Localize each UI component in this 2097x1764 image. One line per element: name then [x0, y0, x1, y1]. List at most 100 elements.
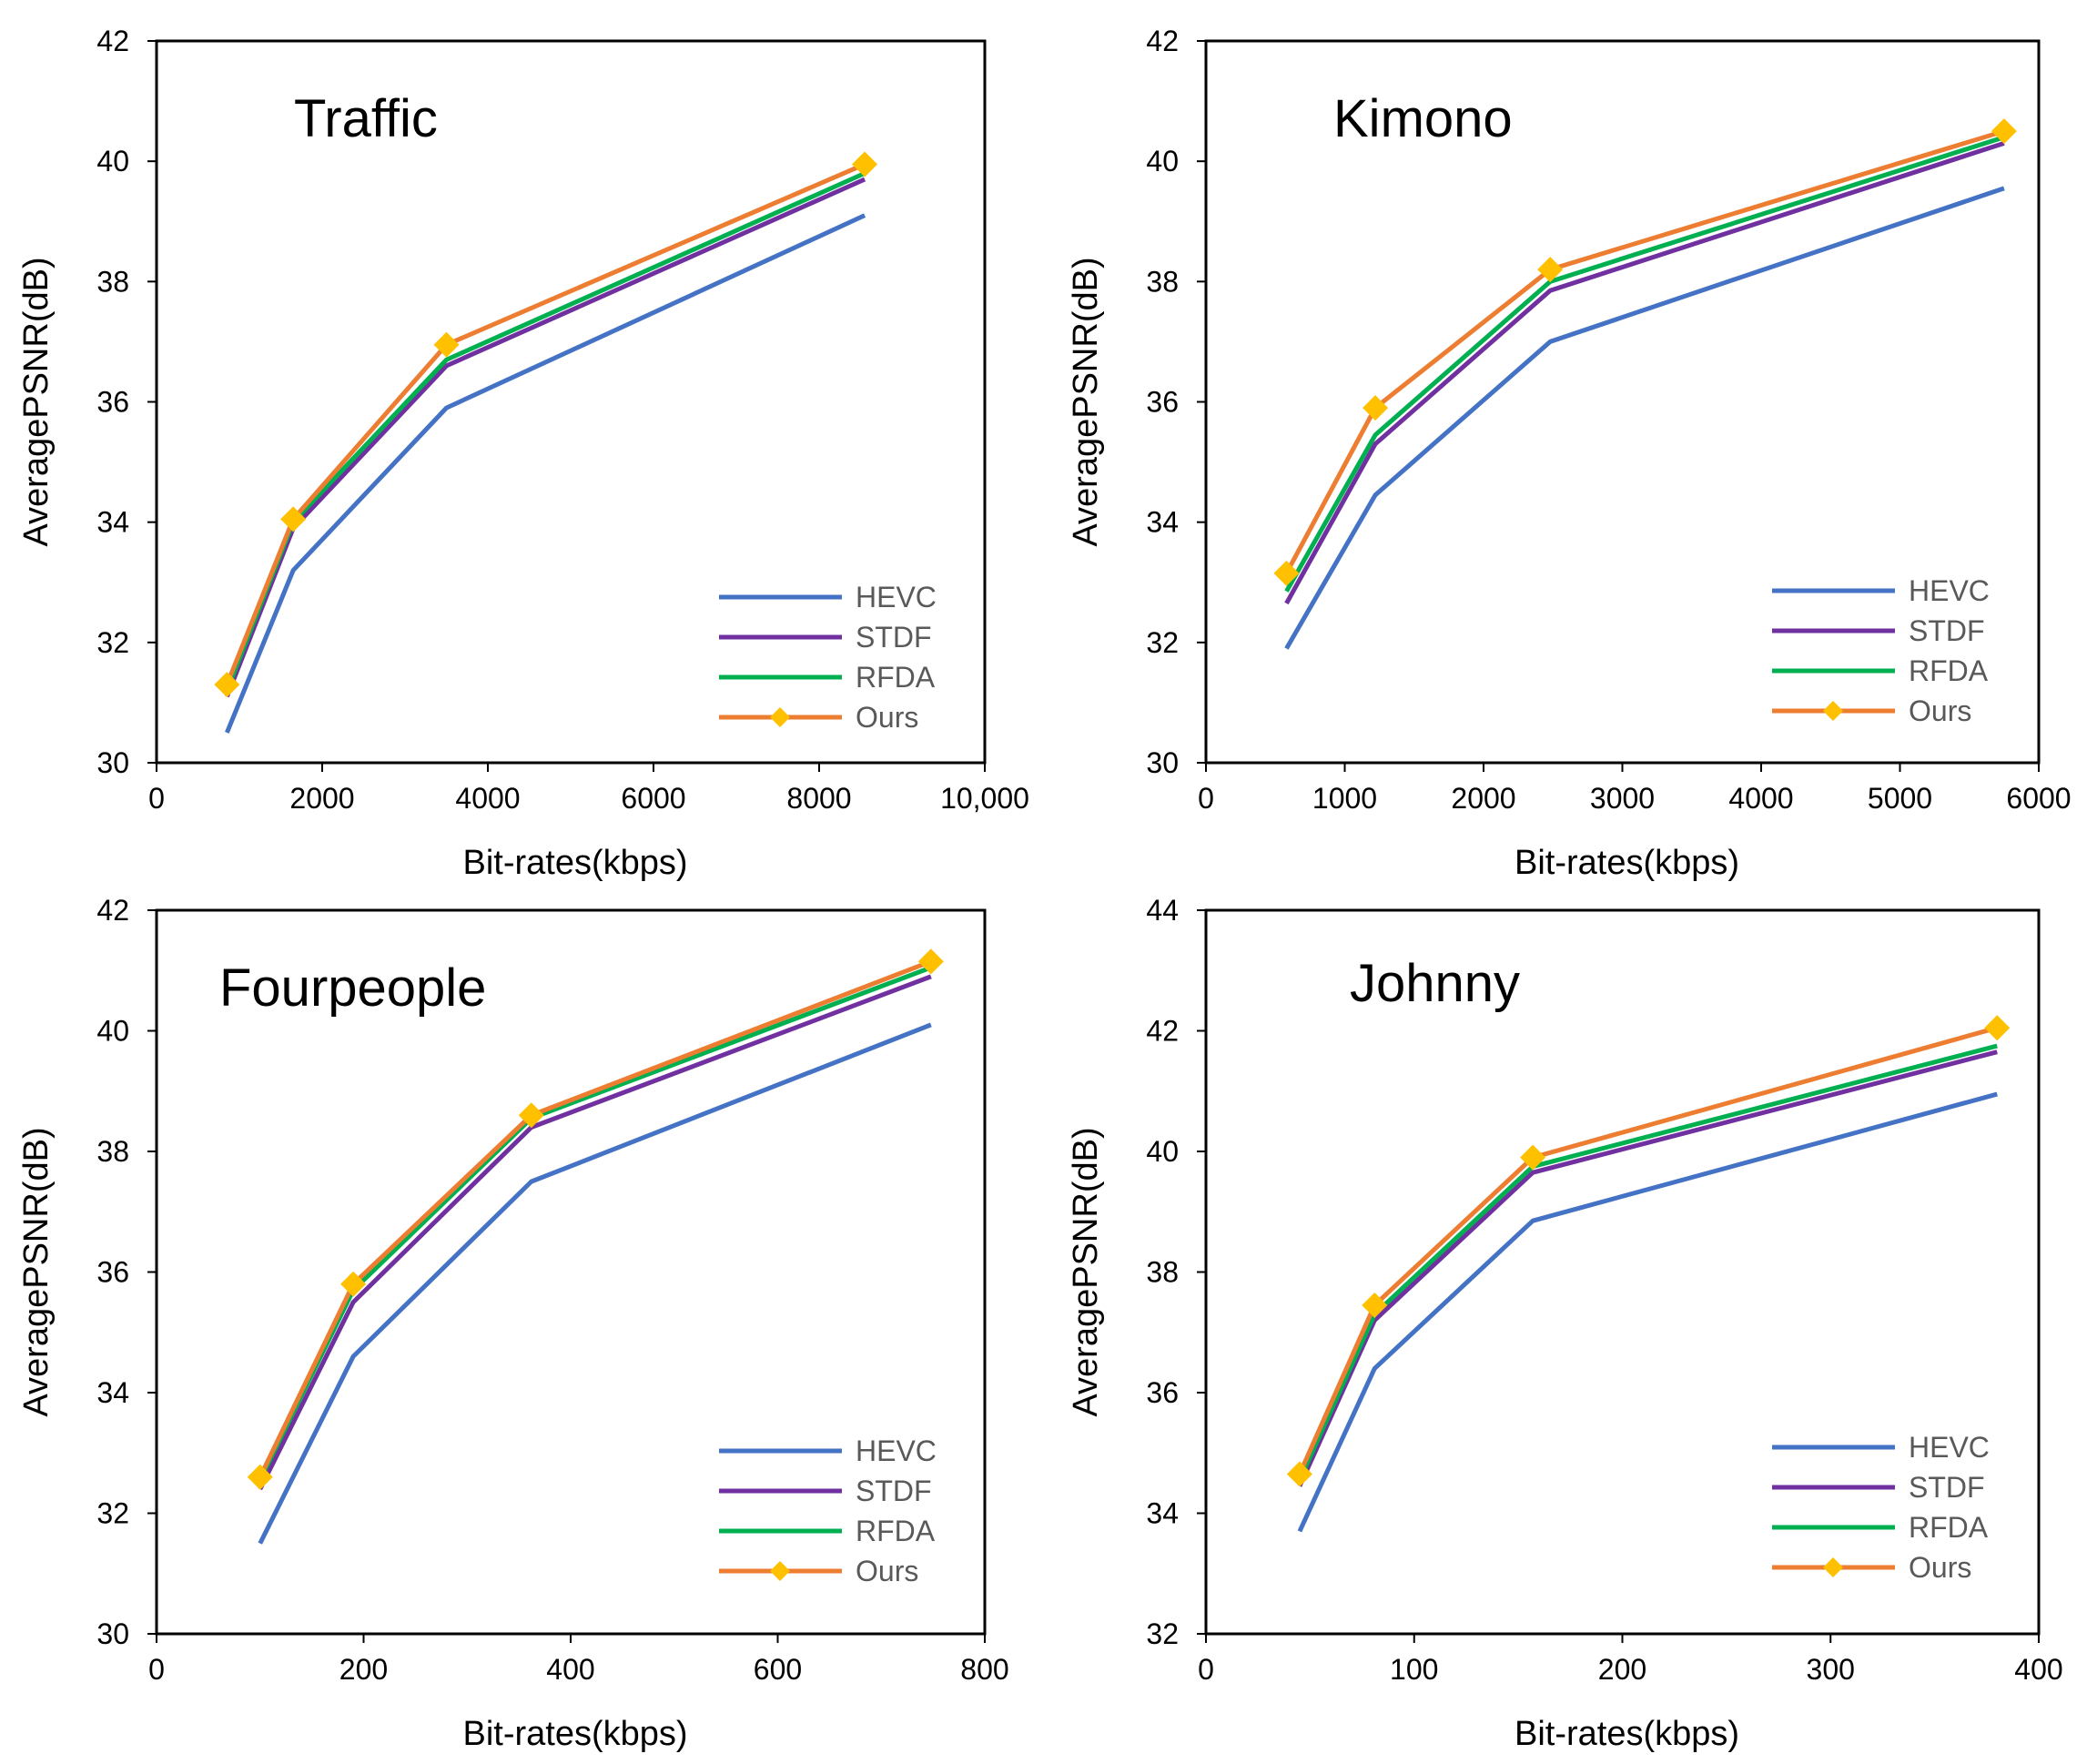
x-tick-label: 600 — [754, 1653, 802, 1686]
y-tick-label: 36 — [1146, 1376, 1179, 1409]
x-tick-label: 200 — [339, 1653, 388, 1686]
legend-marker-ours — [770, 707, 790, 727]
legend-label-stdf: STDF — [856, 1475, 932, 1507]
legend: HEVC STDF RFDA Ours — [1772, 1431, 1990, 1584]
series-line-stdf — [258, 974, 932, 1491]
y-tick-label: 42 — [1146, 25, 1179, 57]
ours-marker — [340, 1271, 367, 1297]
x-tick-label: 400 — [2014, 1653, 2062, 1686]
x-tick-label: 6000 — [2006, 782, 2071, 815]
chart-traffic: 30 32 34 36 38 40 42 0 2000 4000 6000 8000 10,000 Bit… — [17, 25, 1029, 882]
series-line-rfda — [1297, 1043, 1998, 1482]
y-tick-label: 30 — [96, 1617, 129, 1650]
legend-marker-ours — [1823, 1557, 1843, 1577]
x-tick-label: 5000 — [1868, 782, 1932, 815]
legend-label-hevc: HEVC — [1909, 1431, 1990, 1464]
legend-label-stdf: STDF — [856, 621, 932, 654]
x-tick-label: 8000 — [786, 782, 851, 815]
y-tick-label: 42 — [96, 894, 129, 927]
series-line-hevc — [1297, 1091, 1998, 1533]
legend-label-hevc: HEVC — [856, 581, 937, 613]
legend-label-ours: Ours — [856, 1555, 918, 1587]
y-tick-label: 38 — [96, 1135, 129, 1168]
series-line-ours — [258, 958, 932, 1478]
y-tick-label: 32 — [1146, 626, 1179, 659]
y-tick-label: 40 — [1146, 1135, 1179, 1168]
y-tick-label: 34 — [1146, 1497, 1179, 1530]
x-tick-label: 3000 — [1590, 782, 1655, 815]
y-tick-label: 36 — [96, 1256, 129, 1289]
series-line-stdf — [1284, 140, 2005, 605]
legend-label-rfda: RFDA — [1909, 654, 1989, 687]
chart-title: Kimono — [1333, 89, 1513, 148]
x-tick-label: 1000 — [1312, 782, 1377, 815]
x-axis-label: Bit-rates(kbps) — [462, 1715, 687, 1753]
x-tick-label: 0 — [148, 782, 165, 815]
legend-label-rfda: RFDA — [856, 1515, 936, 1547]
x-axis-label: Bit-rates(kbps) — [1514, 844, 1739, 882]
legend-label-stdf: STDF — [1909, 1471, 1985, 1504]
y-tick-label: 38 — [1146, 1256, 1179, 1289]
ours-marker — [280, 506, 307, 532]
x-tick-label: 2000 — [1451, 782, 1515, 815]
chart-title: Traffic — [294, 89, 438, 148]
x-tick-label: 0 — [148, 1653, 165, 1686]
y-tick-label: 42 — [1146, 1015, 1179, 1048]
legend-label-ours: Ours — [1909, 694, 1971, 727]
legend: HEVC STDF RFDA Ours — [1772, 574, 1990, 727]
y-tick-label: 32 — [96, 1497, 129, 1530]
chart-title: Fourpeople — [219, 958, 486, 1018]
y-axis-label: AveragePSNR(dB) — [1067, 1127, 1105, 1416]
legend: HEVC STDF RFDA Ours — [719, 1435, 937, 1587]
ours-marker — [1273, 560, 1300, 586]
legend-label-rfda: RFDA — [856, 661, 936, 694]
series-line-stdf — [225, 177, 866, 698]
x-tick-label: 300 — [1807, 1653, 1855, 1686]
x-tick-label: 0 — [1198, 1653, 1214, 1686]
y-tick-label: 40 — [96, 1015, 129, 1048]
y-tick-label: 30 — [1146, 746, 1179, 779]
y-tick-label: 34 — [96, 1376, 129, 1409]
x-tick-label: 200 — [1598, 1653, 1646, 1686]
y-axis-label: AveragePSNR(dB) — [17, 1127, 56, 1416]
x-axis-label: Bit-rates(kbps) — [462, 844, 687, 882]
x-tick-label: 800 — [960, 1653, 1008, 1686]
x-tick-label: 400 — [546, 1653, 594, 1686]
ours-marker — [214, 672, 240, 698]
series-line-ours — [1297, 1025, 1998, 1475]
y-tick-label: 42 — [96, 25, 129, 57]
legend-label-hevc: HEVC — [1909, 574, 1990, 607]
legend-label-rfda: RFDA — [1909, 1511, 1989, 1544]
ours-marker — [433, 331, 460, 358]
y-tick-label: 32 — [1146, 1617, 1179, 1650]
ours-marker — [1537, 257, 1564, 283]
y-tick-label: 38 — [1146, 265, 1179, 298]
legend-marker-ours — [770, 1561, 790, 1581]
x-axis-label: Bit-rates(kbps) — [1514, 1715, 1739, 1753]
ours-marker — [518, 1102, 544, 1129]
series-line-ours — [225, 162, 866, 686]
ours-marker — [852, 151, 878, 177]
legend-label-stdf: STDF — [1909, 614, 1985, 647]
y-tick-label: 44 — [1146, 894, 1179, 927]
chart-kimono: 30 32 34 36 38 40 42 0 1000 2000 3000 4000 5000 6000 B… — [1067, 25, 2072, 882]
series-line-hevc — [225, 213, 866, 734]
x-tick-label: 0 — [1198, 782, 1214, 815]
legend-label-ours: Ours — [1909, 1551, 1971, 1584]
y-axis-label: AveragePSNR(dB) — [1067, 257, 1105, 546]
x-tick-label: 4000 — [455, 782, 520, 815]
x-tick-label: 6000 — [621, 782, 685, 815]
y-tick-label: 40 — [1146, 145, 1179, 177]
series-line-rfda — [258, 965, 932, 1482]
ours-marker — [247, 1464, 273, 1490]
chart-johnny: 32 34 36 38 40 42 44 0 100 200 300 400 Bit-rates(kbp… — [1067, 894, 2063, 1753]
x-tick-label: 4000 — [1728, 782, 1793, 815]
ours-marker — [1984, 1015, 2011, 1041]
series-line-rfda — [225, 171, 866, 692]
y-tick-label: 36 — [1146, 386, 1179, 419]
chart-fourpeople: 30 32 34 36 38 40 42 0 200 400 600 800 Bit-rates(kbp… — [17, 894, 1009, 1753]
y-tick-label: 34 — [1146, 506, 1179, 539]
legend: HEVC STDF RFDA Ours — [719, 581, 937, 734]
ours-marker — [1362, 1292, 1388, 1318]
